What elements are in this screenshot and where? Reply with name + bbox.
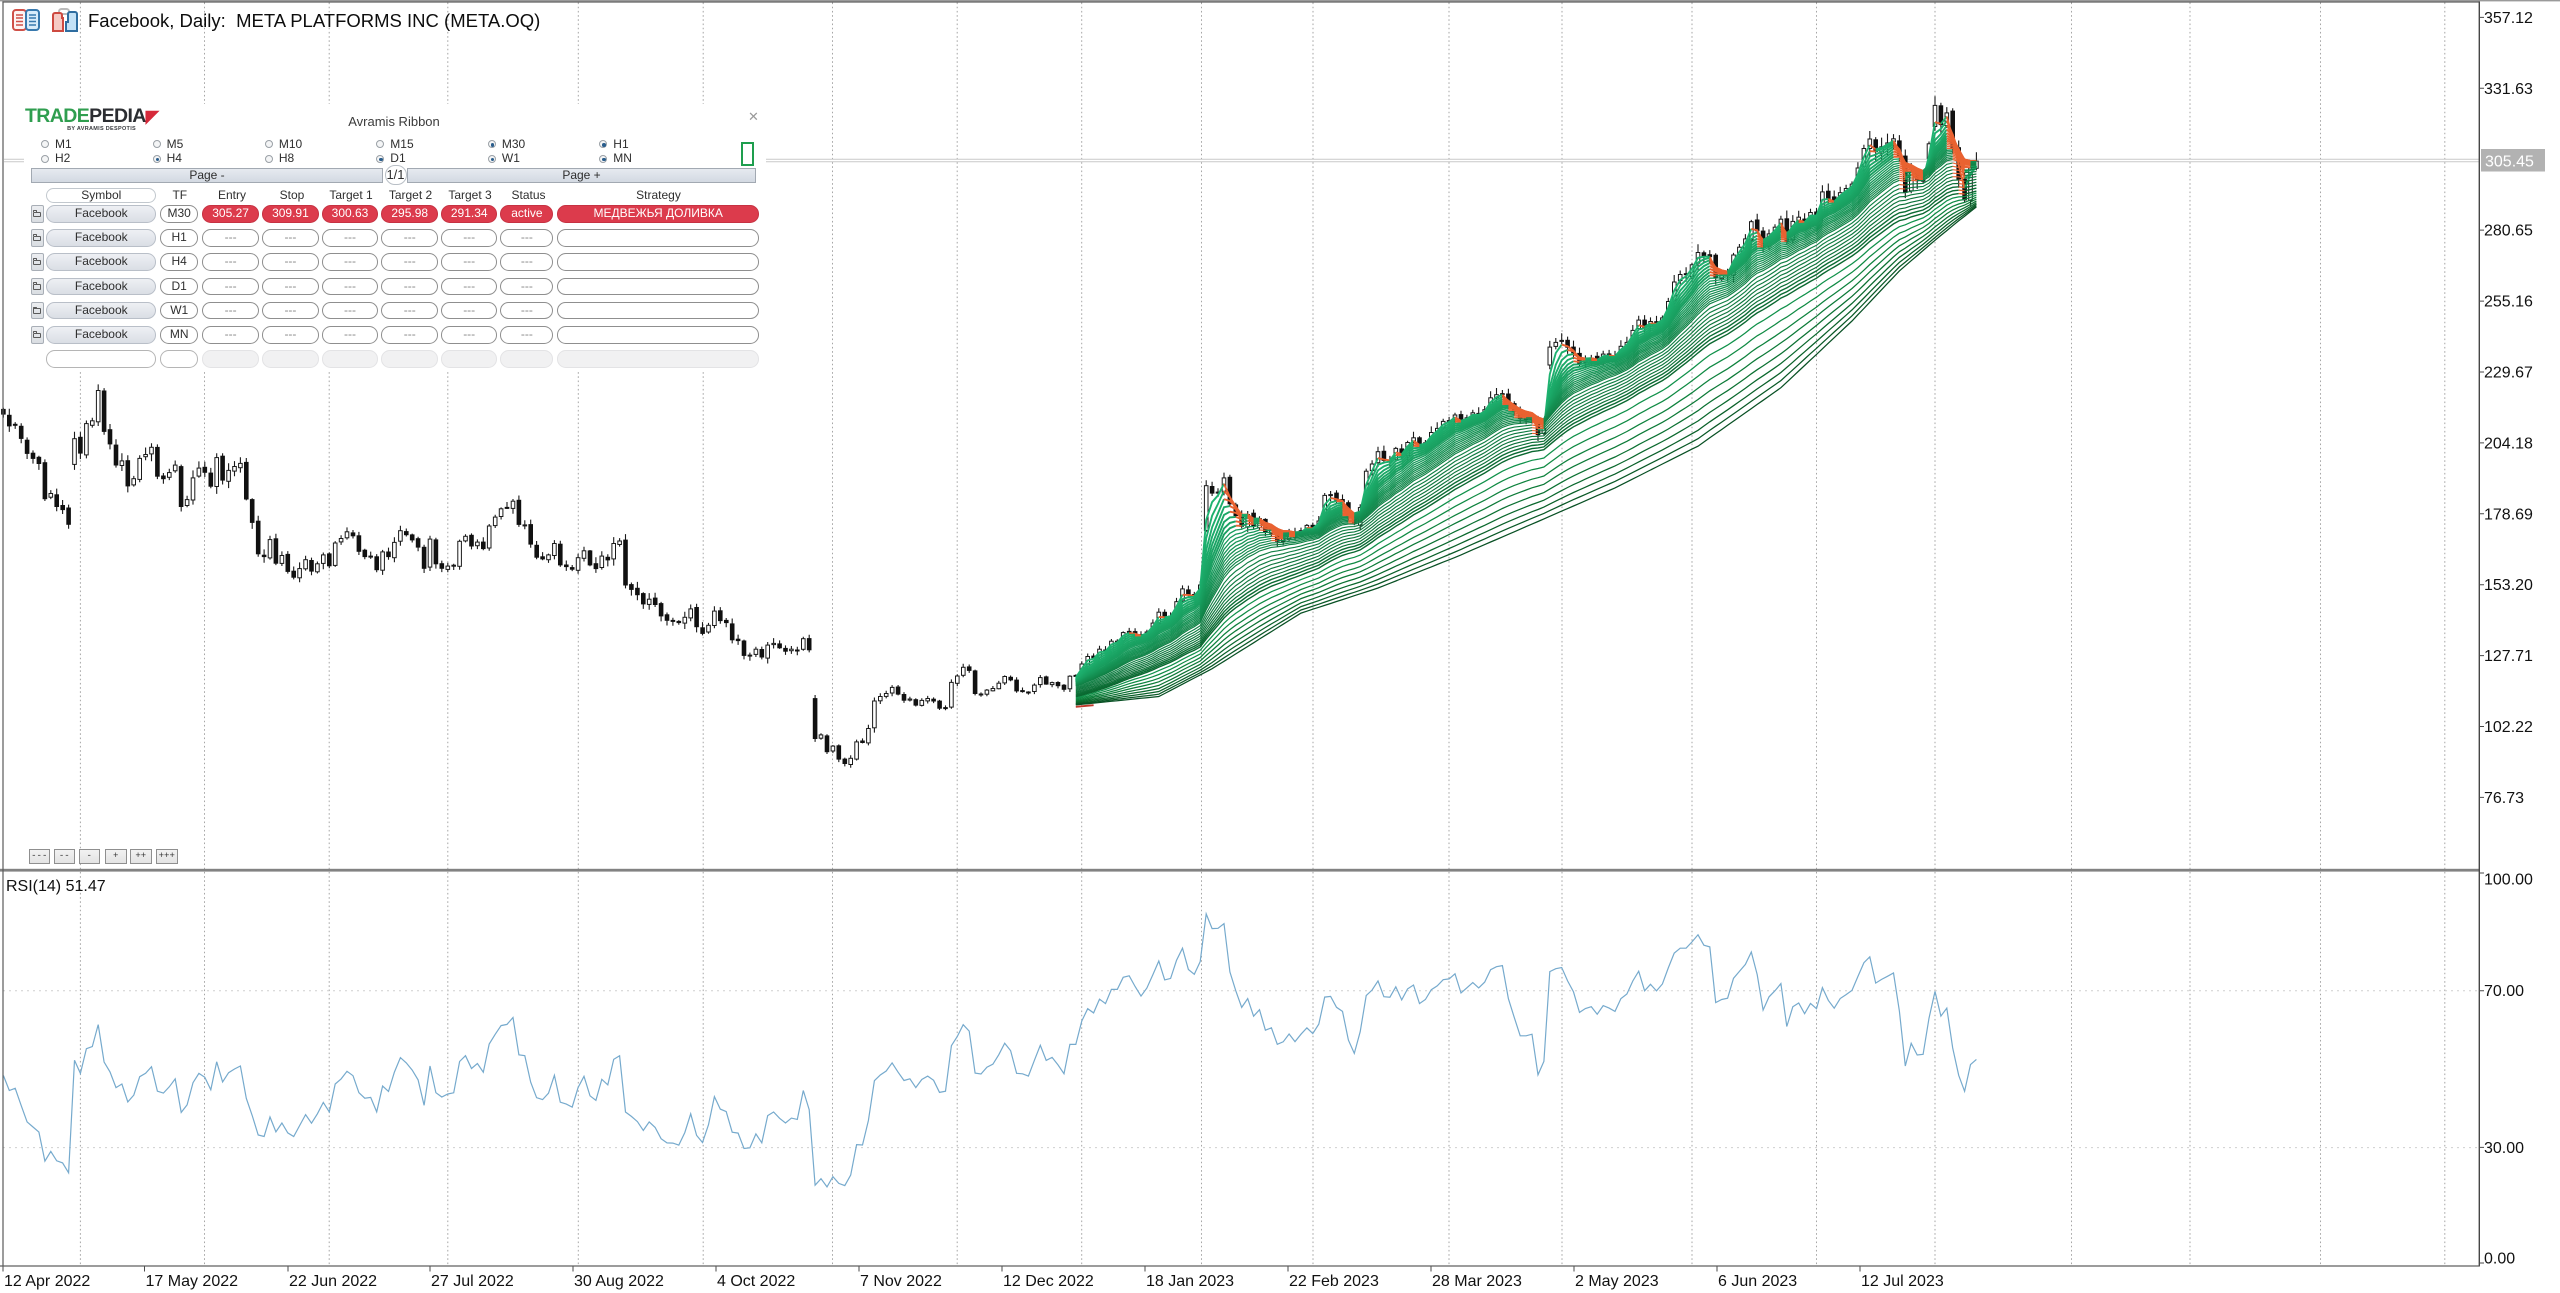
svg-text:70.00: 70.00	[2484, 983, 2524, 1000]
svg-text:153.20: 153.20	[2484, 577, 2533, 594]
svg-text:17 May 2022: 17 May 2022	[146, 1273, 239, 1290]
svg-text:22 Jun 2022: 22 Jun 2022	[289, 1273, 377, 1290]
svg-text:357.12: 357.12	[2484, 10, 2533, 27]
svg-text:204.18: 204.18	[2484, 435, 2533, 452]
svg-text:27 Jul 2022: 27 Jul 2022	[431, 1273, 514, 1290]
svg-text:12 Apr 2022: 12 Apr 2022	[4, 1273, 90, 1290]
svg-text:229.67: 229.67	[2484, 365, 2533, 382]
svg-text:127.71: 127.71	[2484, 648, 2533, 665]
svg-text:6 Jun 2023: 6 Jun 2023	[1718, 1273, 1797, 1290]
svg-text:2 May 2023: 2 May 2023	[1575, 1273, 1659, 1290]
svg-text:12 Dec 2022: 12 Dec 2022	[1003, 1273, 1094, 1290]
svg-text:12 Jul 2023: 12 Jul 2023	[1861, 1273, 1944, 1290]
svg-text:76.73: 76.73	[2484, 790, 2524, 807]
svg-text:18 Jan 2023: 18 Jan 2023	[1146, 1273, 1234, 1290]
svg-text:RSI(14) 51.47: RSI(14) 51.47	[6, 878, 106, 895]
svg-text:178.69: 178.69	[2484, 506, 2533, 523]
svg-text:255.16: 255.16	[2484, 294, 2533, 311]
svg-text:7 Nov 2022: 7 Nov 2022	[860, 1273, 942, 1290]
svg-text:22 Feb 2023: 22 Feb 2023	[1289, 1273, 1379, 1290]
svg-text:28 Mar 2023: 28 Mar 2023	[1432, 1273, 1522, 1290]
svg-text:100.00: 100.00	[2484, 872, 2533, 889]
svg-text:30 Aug 2022: 30 Aug 2022	[574, 1273, 664, 1290]
svg-text:30.00: 30.00	[2484, 1140, 2524, 1157]
svg-text:331.63: 331.63	[2484, 81, 2533, 98]
svg-text:0.00: 0.00	[2484, 1251, 2515, 1268]
svg-text:305.45: 305.45	[2485, 154, 2534, 171]
svg-text:280.65: 280.65	[2484, 223, 2533, 240]
svg-text:102.22: 102.22	[2484, 719, 2533, 736]
svg-text:4 Oct 2022: 4 Oct 2022	[717, 1273, 795, 1290]
